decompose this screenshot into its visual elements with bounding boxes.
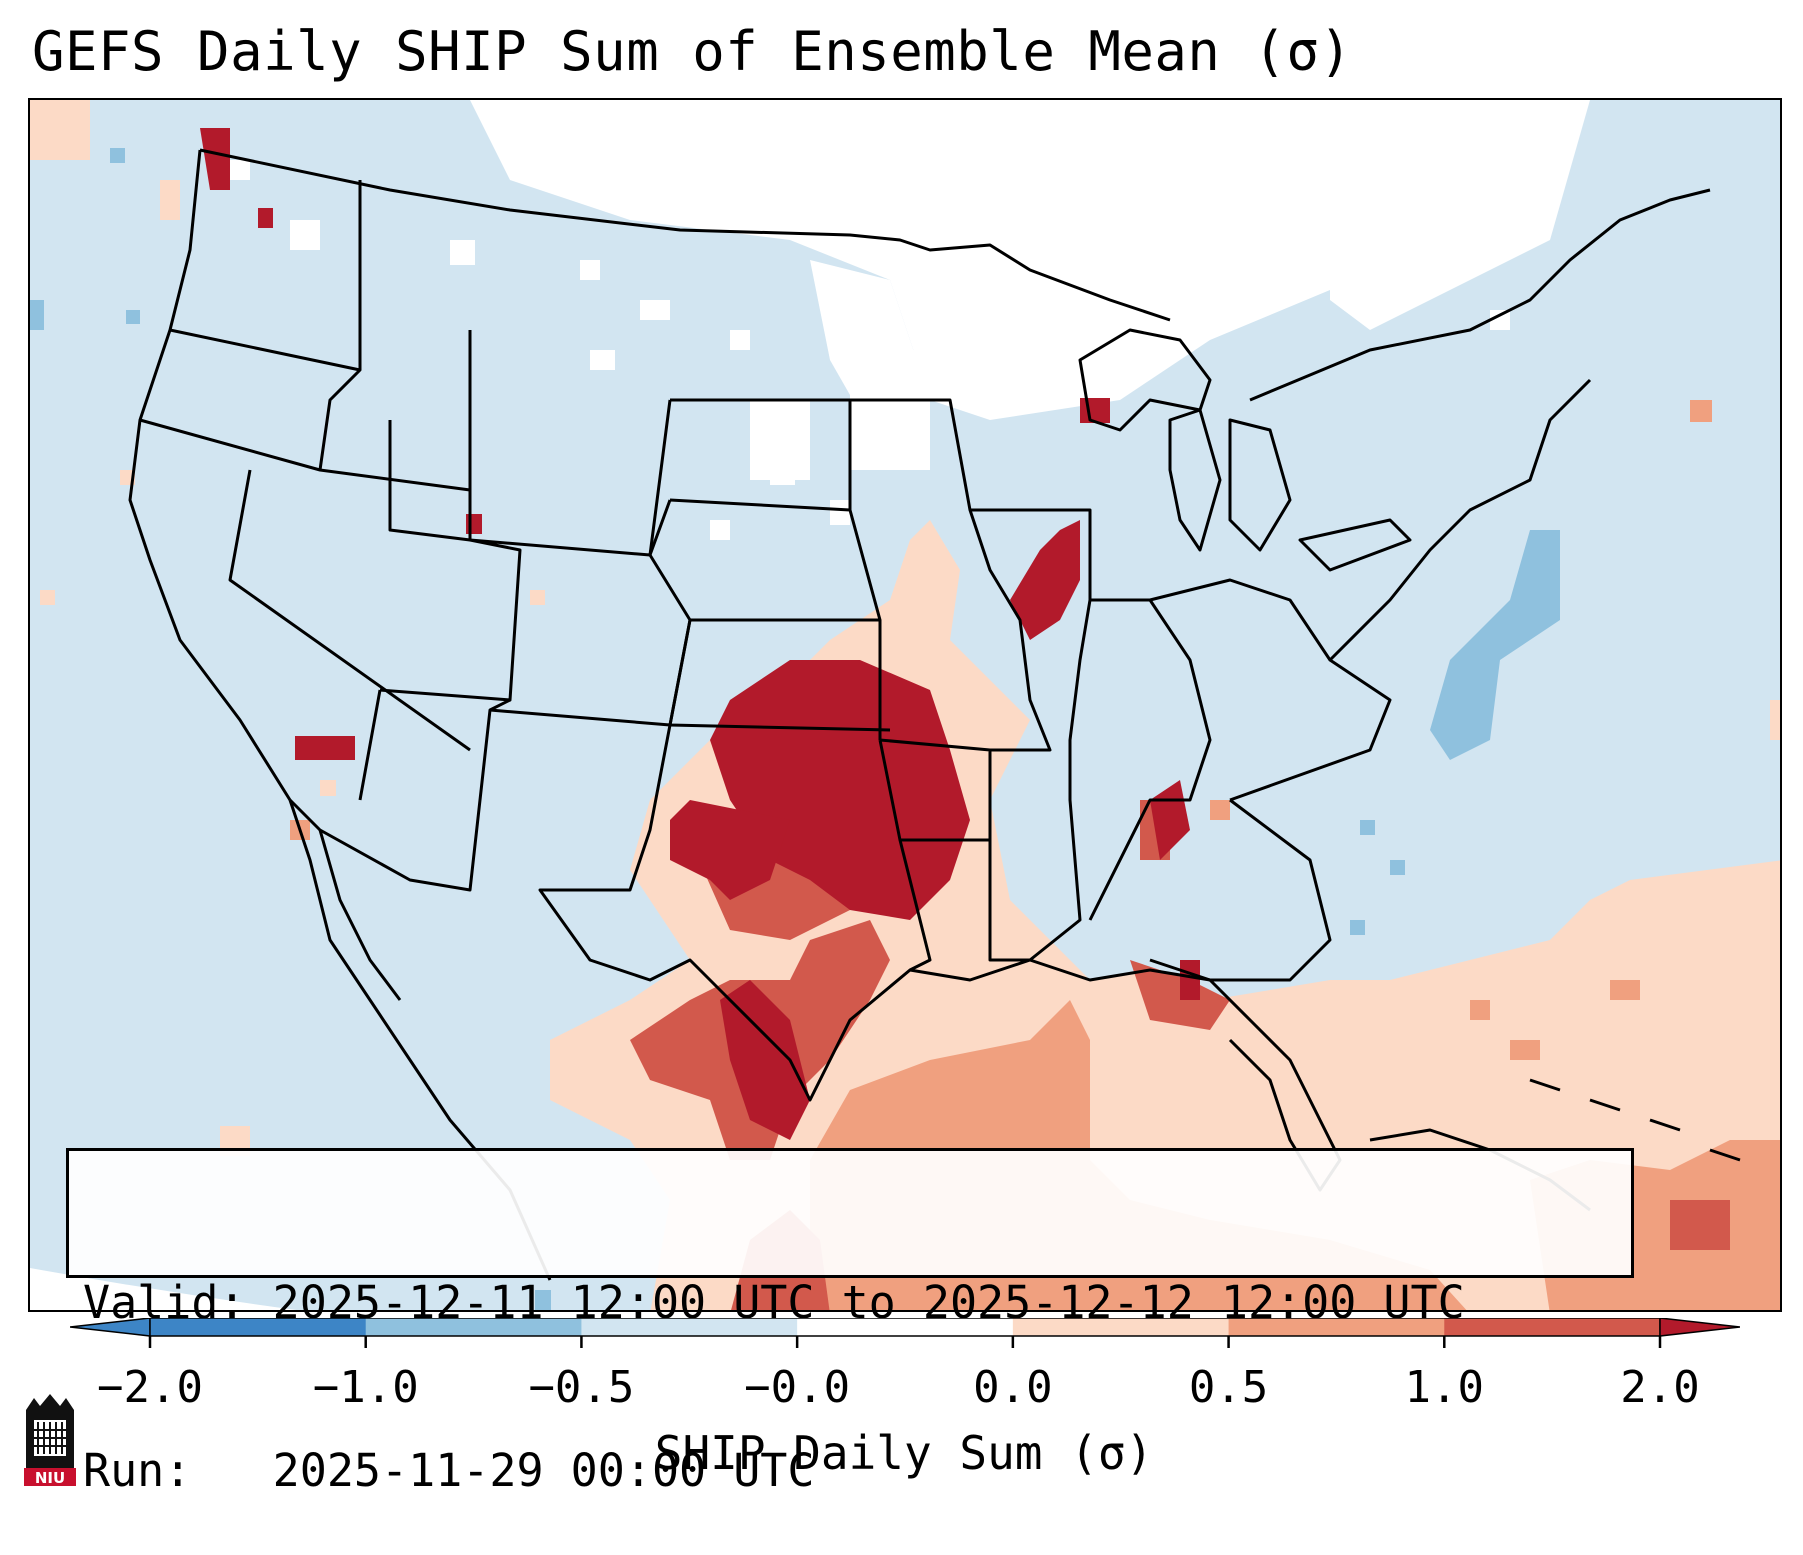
colorbar-segment (1228, 1318, 1445, 1336)
colorbar-tick-label: 2.0 (1620, 1362, 1700, 1413)
colorbar-segment (150, 1318, 367, 1336)
chart-title: GEFS Daily SHIP Sum of Ensemble Mean (σ) (32, 20, 1353, 83)
run-time-text: Run: 2025-11-29 00:00 UTC (83, 1444, 815, 1497)
colorbar-tick-label: −2.0 (97, 1362, 203, 1413)
colorbar-extend-left (70, 1318, 151, 1337)
boundaries (128, 148, 1741, 1281)
neutral-speckles (230, 160, 1510, 540)
colorbar-tick-label: −1.0 (312, 1362, 419, 1413)
colorbar-segment (797, 1318, 1014, 1336)
negative-patches (30, 148, 1560, 1310)
niu-logo: NIU (24, 1394, 76, 1487)
valid-run-box: Valid: 2025-12-11 12:00 UTC to 2025-12-1… (66, 1148, 1634, 1497)
logo-text: NIU (35, 1469, 65, 1487)
colorbar-tick-label: −0.0 (744, 1362, 851, 1413)
colorbar-segment (365, 1318, 582, 1336)
map-panel (28, 98, 1782, 1312)
colorbar (70, 1318, 1740, 1348)
colorbar-tick-label: 1.0 (1404, 1362, 1485, 1413)
colorbar-extend-right (1659, 1318, 1740, 1337)
colorbar-label: SHIP Daily Sum (σ) (654, 1426, 1154, 1480)
colorbar-segment (1012, 1318, 1230, 1336)
colorbar-tick-label: 0.5 (1188, 1362, 1269, 1413)
colorbar-segment (1444, 1318, 1661, 1336)
colorbar-tick-label: −0.5 (528, 1362, 635, 1413)
map-svg (30, 100, 1780, 1310)
colorbar-tick-label: 0.0 (973, 1362, 1053, 1413)
colorbar-segment (581, 1318, 798, 1336)
